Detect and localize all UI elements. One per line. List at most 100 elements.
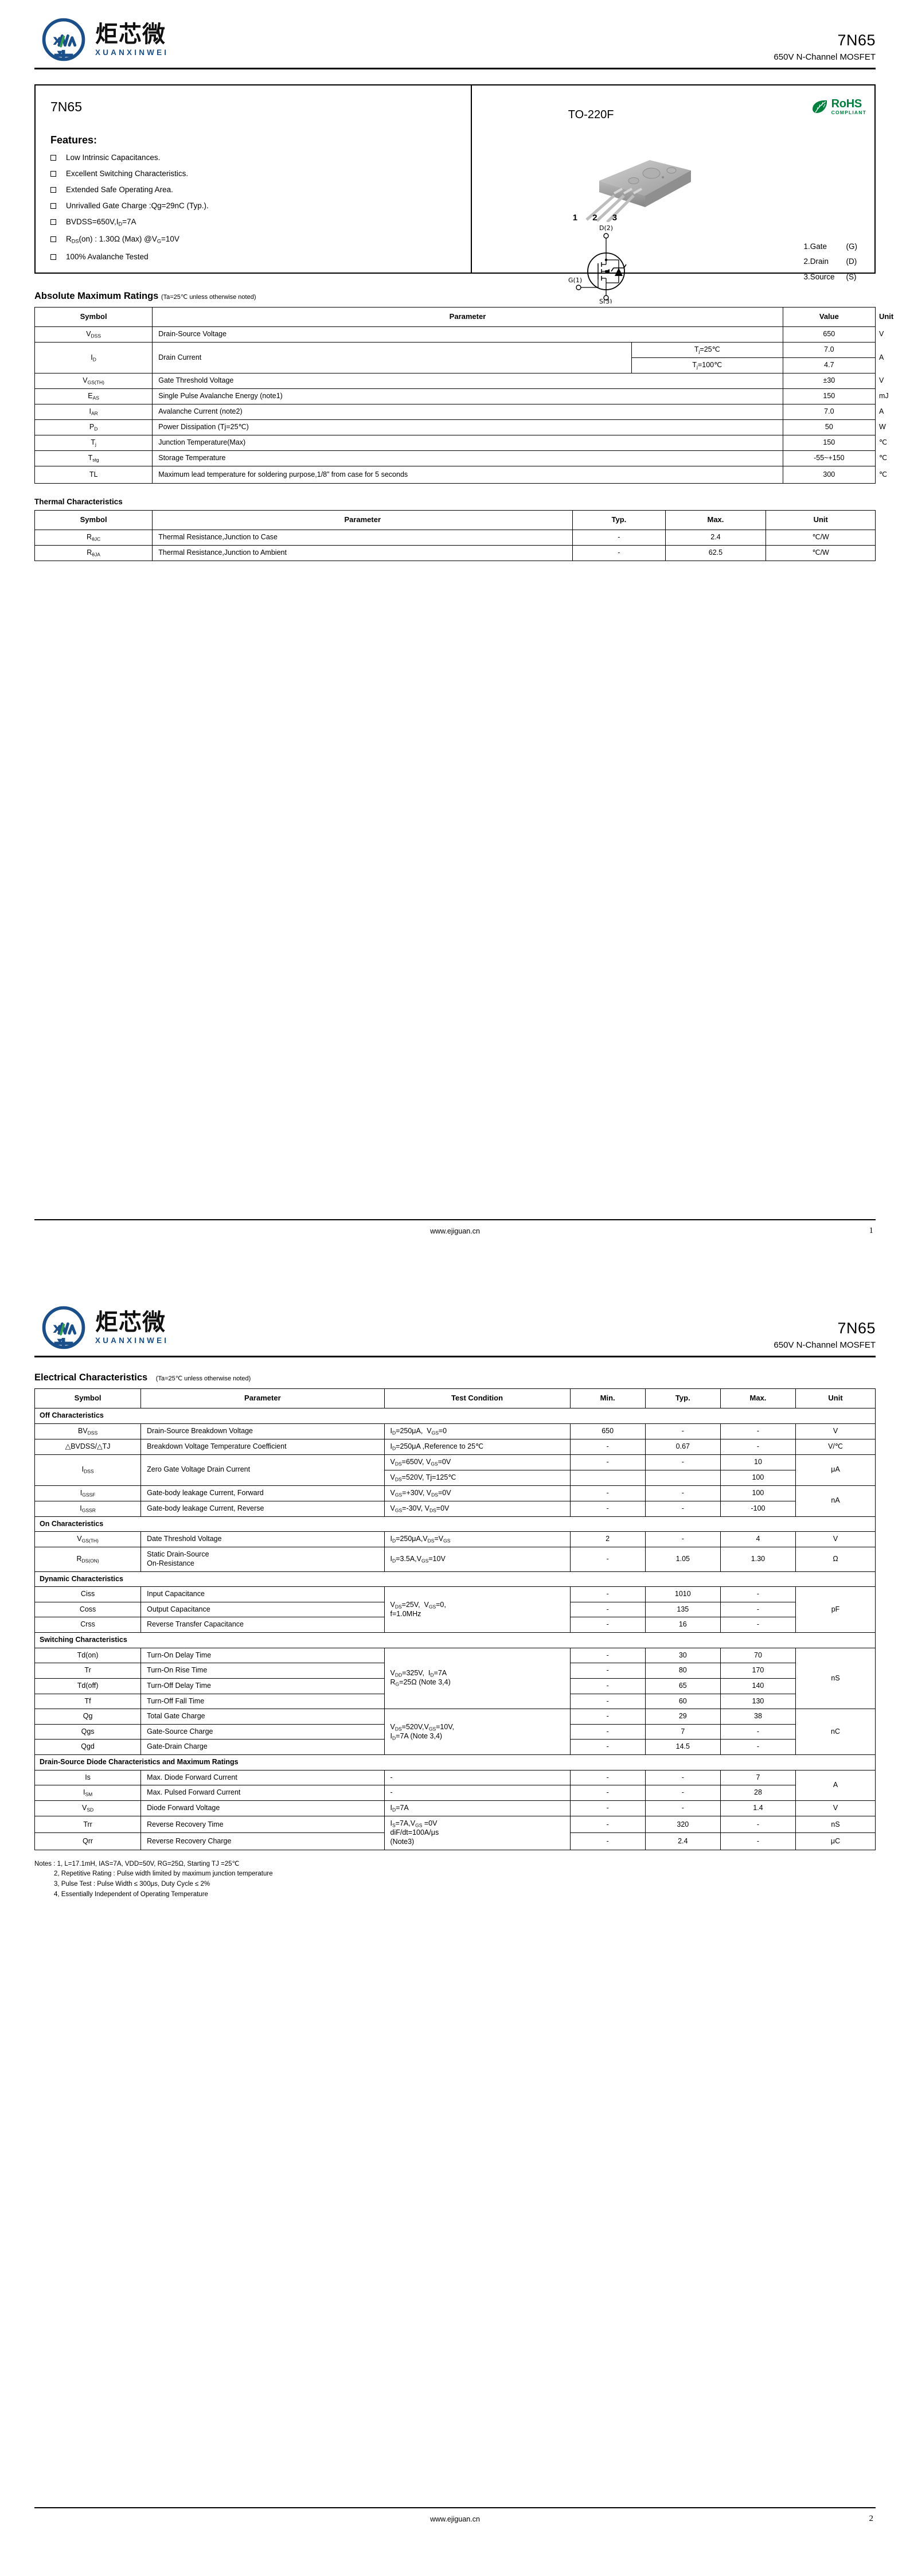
table-row: IGSSF Gate-body leakage Current, Forward… (34, 1485, 876, 1517)
cell-max: 62.5 (665, 544, 767, 561)
table-row: Td(on) Turn-On Delay Time VDD=325V, ID=7… (34, 1647, 876, 1710)
cell-parameter: Input Capacitance (140, 1586, 385, 1602)
cell-typ: - (645, 1800, 721, 1817)
list-item: 3.Source (S) (803, 270, 857, 285)
cell-typ: 0.67 (645, 1438, 721, 1455)
table-row: IDSS Zero Gate Voltage Drain Current VDS… (34, 1454, 876, 1486)
header-part-number: 7N65 (837, 1320, 876, 1337)
cell-parameter: Power Dissipation (Tj=25℃) (152, 419, 783, 435)
cell-typ: 320 (645, 1816, 721, 1834)
cell-symbol: PD (34, 419, 153, 435)
header-part-info: 7N65 650V N-Channel MOSFET (774, 1320, 876, 1351)
cell-min: - (569, 1438, 646, 1455)
table-row: TL Maximum lead temperature for solderin… (34, 466, 887, 484)
pin-name: 2.Drain (803, 257, 829, 266)
page-header: x 炬芯微 XUANXINWEI 7N65 650V N-Channel MOS… (34, 1288, 876, 1351)
list-item: RDS(on) : 1.30Ω (Max) @VG=10V (50, 235, 456, 244)
pin-name: 3.Source (803, 272, 835, 281)
group-title: Off Characteristics (34, 1408, 876, 1424)
cell-unit: ℃/W (766, 529, 876, 546)
cell-max: - (720, 1832, 796, 1850)
cell-typ: 16 (645, 1617, 721, 1633)
checkbox-icon (50, 219, 56, 225)
header-divider (34, 1356, 876, 1357)
cell-typ: - (645, 1485, 721, 1501)
features-list: Low Intrinsic Capacitances. Excellent Sw… (50, 154, 456, 260)
cell-unit: μC (795, 1832, 876, 1850)
cell-unit: nS (795, 1816, 876, 1834)
cell-max: 100 (720, 1469, 796, 1486)
cell-min: - (569, 1617, 646, 1633)
table-row: Tj=100℃ 4.7 (35, 357, 876, 373)
cell-unit: V (795, 1423, 876, 1439)
brand-name-cn: 炬芯微 (95, 21, 166, 48)
table-row: Qrr Reverse Recovery Charge -2.4- μC (34, 1832, 876, 1850)
cell-parameter: Date Threshold Voltage (140, 1531, 385, 1548)
pin-numbers: 1 2 3 (572, 213, 624, 223)
footer-url[interactable]: www.ejiguan.cn (430, 1227, 480, 1235)
column-header: Test Condition (384, 1388, 571, 1408)
abs-max-heading: Absolute Maximum Ratings (34, 291, 159, 301)
table-group-row: Switching Characteristics (34, 1632, 876, 1648)
cell-unit: pF (795, 1586, 876, 1633)
cell-symbol: RθJC (34, 529, 153, 546)
column-header: Parameter (152, 307, 783, 327)
package-panel: TO-220F RoHS COMPLIANT (472, 85, 874, 305)
column-header: Parameter (152, 509, 573, 530)
table-header-row: Symbol Parameter Test Condition Min. Typ… (34, 1388, 876, 1408)
cell-condition: ID=250μA ,Reference to 25℃ (384, 1438, 571, 1455)
cell-symbol: VSD (34, 1800, 142, 1817)
cell-typ: 7 (645, 1723, 721, 1740)
cell-unit: nC (795, 1709, 876, 1755)
cell-value: 7.0 (782, 342, 876, 358)
cell-typ: 29 (645, 1709, 721, 1725)
cell-parameter: Junction Temperature(Max) (152, 435, 783, 451)
footer-url[interactable]: www.ejiguan.cn (430, 2515, 480, 2523)
table-row: VDSS Drain-Source Voltage 650 V (34, 326, 884, 343)
cell-typ (645, 1469, 721, 1486)
cell-condition: VDS=520V,VGS=10V, ID=7A (Note 3,4) (384, 1709, 571, 1755)
cell-unit: V (795, 1800, 876, 1817)
cell-typ: - (645, 1454, 721, 1470)
cell-parameter: Static Drain-Source On-Resistance (140, 1547, 385, 1572)
cell-min: - (569, 1785, 646, 1801)
table-row: Trr Reverse Recovery Time IS=7A,VGS =0V di… (34, 1816, 876, 1850)
column-header: Symbol (34, 509, 153, 530)
page-header: x 炬芯微 XUANXINWEI 7N65 650V N-Channel MOS… (34, 0, 876, 63)
company-logo-icon: x (40, 1304, 87, 1351)
abs-max-note: (Ta=25℃ unless otherwise noted) (161, 294, 256, 301)
cell-parameter: Turn-Off Fall Time (140, 1693, 385, 1710)
cell-max: - (720, 1438, 796, 1455)
column-header: Typ. (572, 509, 666, 530)
cell-typ: - (645, 1769, 721, 1786)
absolute-maximum-ratings-table: Symbol Parameter Value Unit VDSS Drain-S… (34, 307, 893, 484)
list-item: BVDSS=650V,ID=7A (50, 218, 456, 227)
table-row: PD Power Dissipation (Tj=25℃) 50 W (34, 419, 886, 435)
brand-name-en: XUANXINWEI (95, 48, 169, 57)
cell-symbol: Td(off) (34, 1678, 142, 1694)
note-line: Notes : 1, L=17.1mH, IAS=7A, VDD=50V, RG… (34, 1860, 240, 1867)
cell-condition: ID=7A (384, 1800, 571, 1817)
cell-symbol: Tstg (34, 450, 153, 466)
cell-condition: Tj=100℃ (631, 357, 783, 373)
cell-value: 150 (782, 388, 876, 404)
column-header: Unit (766, 509, 876, 530)
svg-text:G(1): G(1) (568, 277, 582, 284)
cell-value: 300 (782, 466, 876, 484)
table-row: Tstg Storage Temperature -55~+150 ℃ (34, 450, 887, 466)
table-row: IAR Avalanche Current (note2) 7.0 A (34, 404, 884, 420)
cell-typ: - (645, 1531, 721, 1548)
cell-min: - (569, 1693, 646, 1710)
cell-min: - (569, 1454, 646, 1470)
cell-max: 10 (720, 1454, 796, 1470)
cell-symbol: △BVDSS/△TJ (34, 1438, 142, 1455)
cell-min: - (569, 1601, 646, 1618)
cell-symbol: ISM (34, 1785, 142, 1801)
rohs-label: RoHS (831, 98, 862, 110)
cell-min: - (569, 1547, 646, 1572)
cell-condition: VGS=-30V, VDS=0V (384, 1500, 571, 1517)
electrical-characteristics-table: Symbol Parameter Test Condition Min. Typ… (34, 1388, 876, 1850)
cell-parameter: Gate-Source Charge (140, 1723, 385, 1740)
cell-unit: ℃/W (766, 544, 876, 561)
electrical-heading: Electrical Characteristics (34, 1372, 148, 1383)
